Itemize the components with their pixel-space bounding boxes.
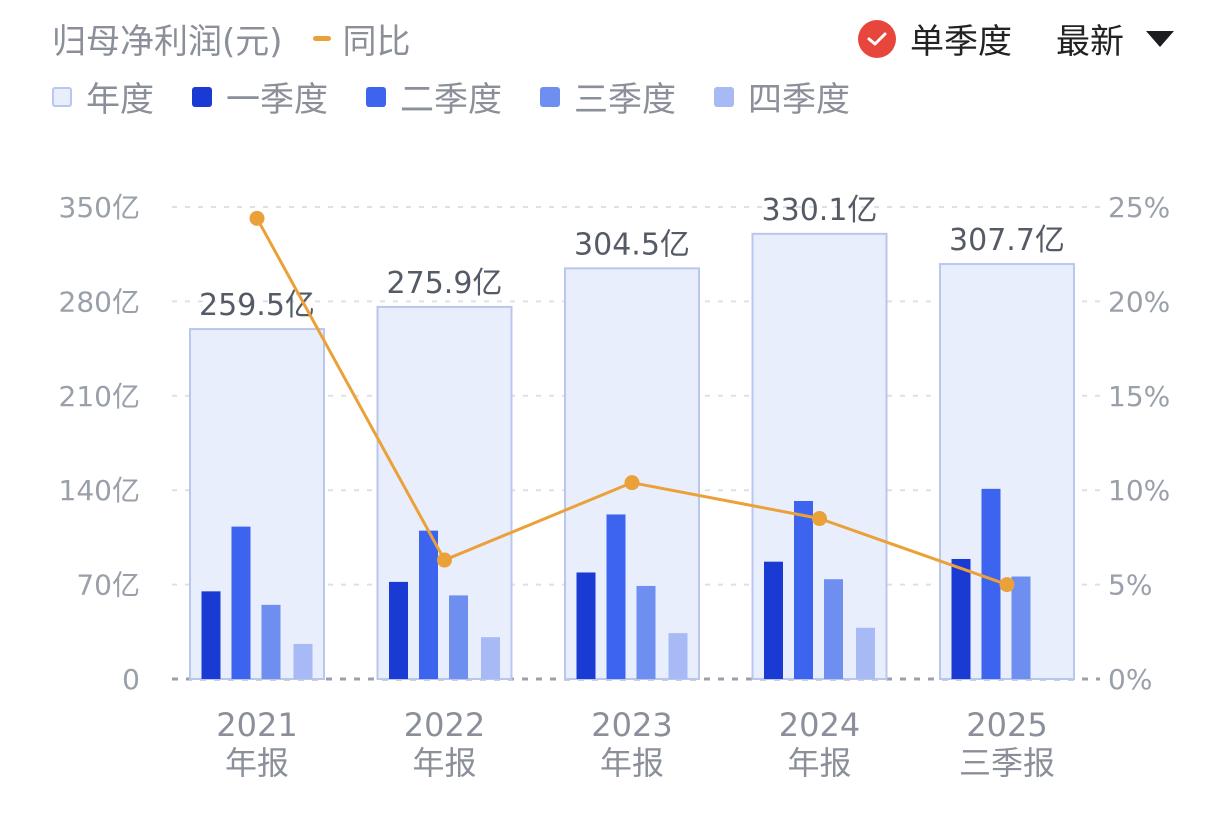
- q4-bar-0: [293, 643, 313, 679]
- legend-swatch-1: [192, 86, 212, 107]
- legend-swatch-4: [714, 86, 734, 107]
- x-tick-year-4: 2025: [966, 706, 1047, 744]
- q3-bar-2: [636, 585, 656, 679]
- yoy-point-1: [437, 552, 452, 568]
- bar-legend: 年度 一季度 二季度 三季度 四季度: [52, 72, 888, 121]
- annual-value-label-3: 330.1亿: [762, 193, 878, 228]
- legend-item-yoy[interactable]: 同比: [312, 14, 411, 63]
- single-quarter-toggle[interactable]: 单季度: [858, 14, 1012, 63]
- q4-bar-1: [481, 637, 500, 679]
- annual-value-label-1: 275.9亿: [387, 266, 503, 301]
- legend-swatch-2: [366, 86, 386, 107]
- legend-item-0[interactable]: 年度: [52, 72, 154, 121]
- legend-label-1: 一季度: [226, 80, 328, 120]
- q4-bar-3: [856, 627, 875, 679]
- legend-label-yoy: 同比: [342, 22, 411, 62]
- q1-bar-2: [576, 572, 596, 679]
- yoy-point-3: [812, 511, 827, 527]
- period-dropdown[interactable]: 最新: [1056, 14, 1174, 63]
- yoy-point-2: [624, 475, 640, 491]
- y-right-tick-1: 5%: [1108, 569, 1152, 602]
- q2-bar-2: [606, 514, 626, 679]
- legend-swatch-3: [540, 86, 560, 107]
- q3-bar-1: [449, 595, 468, 679]
- q2-bar-0: [231, 526, 251, 679]
- x-tick-report-0: 年报: [225, 744, 289, 782]
- legend-item-3[interactable]: 三季度: [540, 72, 676, 121]
- annual-value-label-4: 307.7亿: [949, 223, 1065, 258]
- legend-label-3: 三季度: [574, 80, 676, 120]
- x-tick-year-1: 2022: [404, 706, 485, 744]
- y-left-tick-5: 350亿: [59, 191, 140, 224]
- y-right-tick-0: 0%: [1108, 663, 1152, 696]
- x-tick-year-2: 2023: [591, 706, 672, 744]
- x-tick-report-2: 年报: [600, 744, 664, 782]
- yoy-point-4: [999, 577, 1015, 593]
- y-left-tick-2: 140亿: [59, 474, 140, 507]
- legend-line-swatch: [312, 36, 331, 41]
- legend-item-1[interactable]: 一季度: [192, 72, 328, 121]
- legend-item-2[interactable]: 二季度: [366, 72, 502, 121]
- x-tick-year-0: 2021: [216, 706, 297, 744]
- y-left-tick-0: 0: [122, 663, 140, 696]
- check-icon: [858, 19, 896, 58]
- chart-title: 归母净利润(元): [52, 22, 283, 62]
- y-right-tick-2: 10%: [1108, 474, 1170, 507]
- y-left-tick-1: 70亿: [76, 569, 140, 602]
- chart-header: 归母净利润(元) 同比 单季度 最新 年度 一季度 二季度 三季度 四季度: [0, 0, 1224, 130]
- q3-bar-4: [1011, 576, 1031, 679]
- q1-bar-0: [201, 591, 221, 679]
- y-left-tick-3: 210亿: [59, 380, 140, 413]
- annual-value-label-0: 259.5亿: [199, 288, 315, 323]
- yoy-point-0: [249, 210, 265, 226]
- x-tick-year-3: 2024: [779, 706, 860, 744]
- x-tick-report-4: 三季报: [959, 744, 1055, 782]
- q3-bar-3: [824, 579, 843, 679]
- q3-bar-0: [261, 604, 281, 679]
- q1-bar-1: [389, 581, 408, 679]
- q1-bar-4: [951, 558, 971, 679]
- x-tick-report-3: 年报: [787, 744, 851, 782]
- x-tick-report-1: 年报: [412, 744, 476, 782]
- legend-label-0: 年度: [86, 80, 154, 120]
- checkmark-icon: [867, 32, 887, 45]
- q2-bar-4: [981, 488, 1001, 679]
- single-quarter-label: 单季度: [910, 22, 1012, 62]
- y-right-tick-4: 20%: [1108, 285, 1170, 318]
- legend-swatch-0: [52, 86, 72, 107]
- legend-label-2: 二季度: [400, 80, 502, 120]
- q2-bar-3: [794, 500, 813, 679]
- q1-bar-3: [764, 561, 783, 679]
- y-right-tick-5: 25%: [1108, 191, 1170, 224]
- q4-bar-2: [668, 633, 688, 679]
- q2-bar-1: [419, 530, 438, 679]
- chart-controls: 单季度 最新: [858, 14, 1174, 63]
- y-right-tick-3: 15%: [1108, 380, 1170, 413]
- annual-value-label-2: 304.5亿: [574, 227, 690, 262]
- legend-label-4: 四季度: [748, 80, 850, 120]
- title-row: 归母净利润(元) 同比: [52, 14, 411, 63]
- period-label: 最新: [1056, 22, 1124, 62]
- legend-item-4[interactable]: 四季度: [714, 72, 850, 121]
- y-left-tick-4: 280亿: [59, 285, 140, 318]
- chevron-down-icon: [1146, 30, 1174, 47]
